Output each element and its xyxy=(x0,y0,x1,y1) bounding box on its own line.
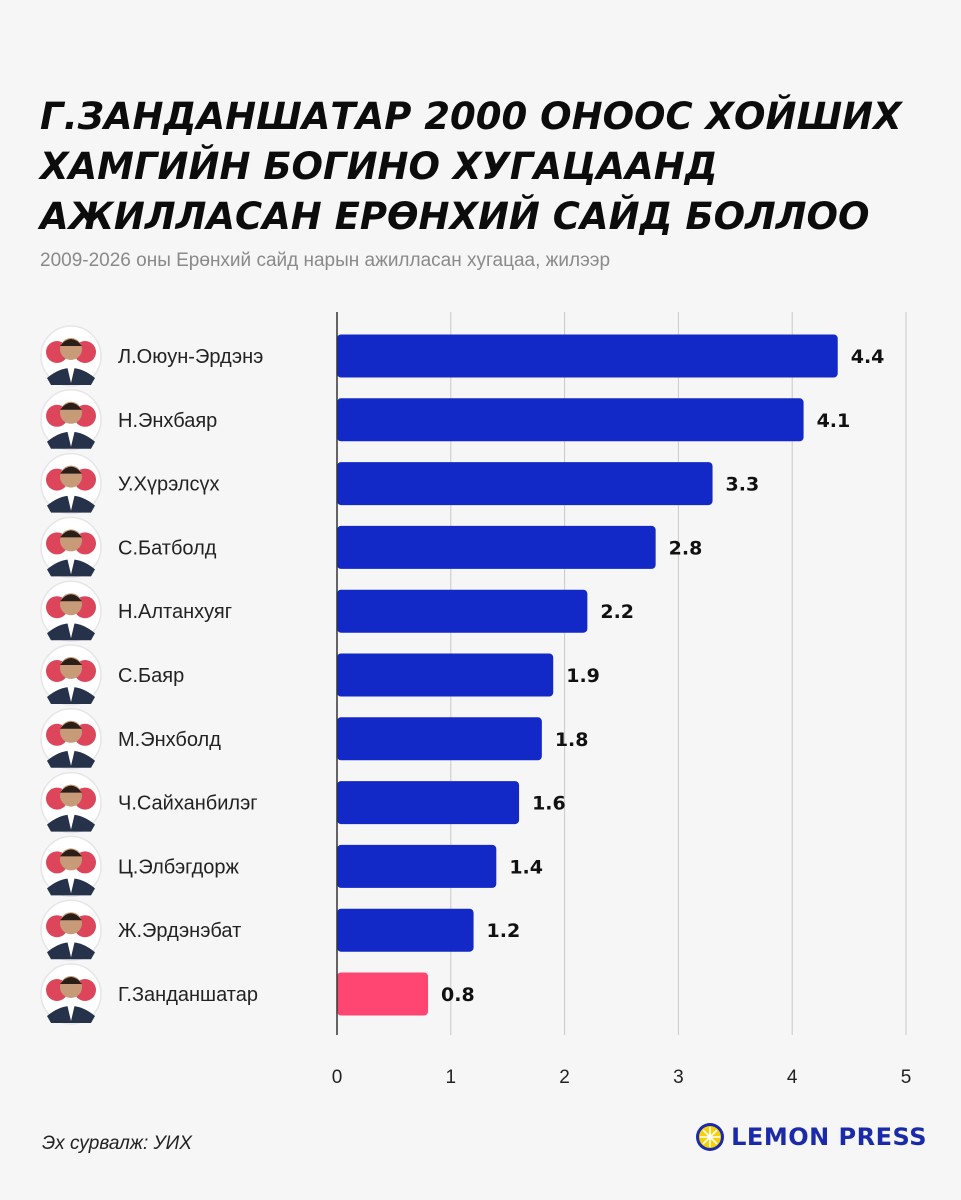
bar xyxy=(337,589,588,633)
bar xyxy=(337,844,497,888)
category-label: Н.Энхбаяр xyxy=(118,410,217,432)
category-label: Г.Занданшатар xyxy=(118,984,258,1006)
category-label: У.Хүрэлсүх xyxy=(118,474,220,496)
person-portrait-icon xyxy=(40,325,102,387)
category-label: Ж.Эрдэнэбат xyxy=(118,920,241,942)
bar-chart: 0 1 2 3 4 5 Л.Оюун-Эрдэнэ 4.4 Н.Энхбаяр 4.1 У.Хүрэ… xyxy=(40,312,912,1088)
bar xyxy=(337,398,804,442)
value-label: 1.4 xyxy=(509,856,543,878)
lemon-logo-icon xyxy=(696,1123,725,1151)
brand-name: LEMON PRESS xyxy=(731,1123,927,1151)
person-portrait-icon xyxy=(40,708,102,770)
chart-subtitle: 2009-2026 оны Ерөнхий сайд нарын ажиллас… xyxy=(40,250,611,271)
category-label: С.Батболд xyxy=(118,537,217,559)
person-portrait-icon xyxy=(40,835,102,898)
category-label: М.Энхболд xyxy=(118,729,221,751)
bar xyxy=(337,462,713,506)
category-label: Н.Алтанхуяг xyxy=(118,601,232,623)
title-line-2: ХАМГИЙН БОГИНО ХУГАЦААНД xyxy=(40,145,718,188)
person-portrait-icon xyxy=(40,389,102,451)
bar xyxy=(337,781,520,825)
value-label: 2.8 xyxy=(669,537,703,559)
value-label: 1.8 xyxy=(555,729,589,751)
highlight-bar xyxy=(337,972,429,1016)
bar xyxy=(337,717,542,761)
person-portrait-icon xyxy=(40,899,102,961)
category-label: С.Баяр xyxy=(118,665,184,687)
title-line-1: Г.ЗАНДАНШАТАР 2000 ОНООС ХОЙШИХ xyxy=(40,95,902,138)
chart-title: Г.ЗАНДАНШАТАР 2000 ОНООС ХОЙШИХ ХАМГИЙН … xyxy=(40,92,940,242)
person-portrait-icon xyxy=(40,644,102,706)
source-note: Эх сурвалж: УИХ xyxy=(42,1133,192,1154)
value-label: 1.6 xyxy=(532,793,566,815)
title-line-3: АЖИЛЛАСАН ЕРӨНХИЙ САЙД БОЛЛОО xyxy=(40,195,870,238)
person-portrait-icon xyxy=(40,963,102,1025)
category-label: Ч.Сайханбилэг xyxy=(118,793,258,815)
x-tick-label: 3 xyxy=(673,1067,684,1088)
bar xyxy=(337,525,656,569)
x-tick-label: 2 xyxy=(559,1067,570,1088)
bar xyxy=(337,653,554,697)
person-portrait-icon xyxy=(40,580,102,642)
value-label: 4.1 xyxy=(817,410,851,432)
bar xyxy=(337,908,474,952)
brand-logo: LEMON PRESS xyxy=(695,1122,927,1152)
person-portrait-icon xyxy=(40,452,102,515)
value-label: 4.4 xyxy=(851,346,885,368)
value-label: 1.9 xyxy=(566,665,600,687)
value-label: 2.2 xyxy=(600,601,634,623)
x-tick-label: 1 xyxy=(446,1067,457,1088)
value-label: 3.3 xyxy=(726,474,760,496)
category-label: Л.Оюун-Эрдэнэ xyxy=(118,346,263,368)
bar xyxy=(337,334,838,378)
person-portrait-icon xyxy=(40,771,102,834)
value-label: 0.8 xyxy=(441,984,475,1006)
value-label: 1.2 xyxy=(487,920,521,942)
person-portrait-icon xyxy=(40,516,102,579)
x-tick-label: 0 xyxy=(332,1067,343,1088)
x-tick-label: 4 xyxy=(787,1067,798,1088)
x-tick-label: 5 xyxy=(901,1067,912,1088)
category-label: Ц.Элбэгдорж xyxy=(118,856,239,878)
